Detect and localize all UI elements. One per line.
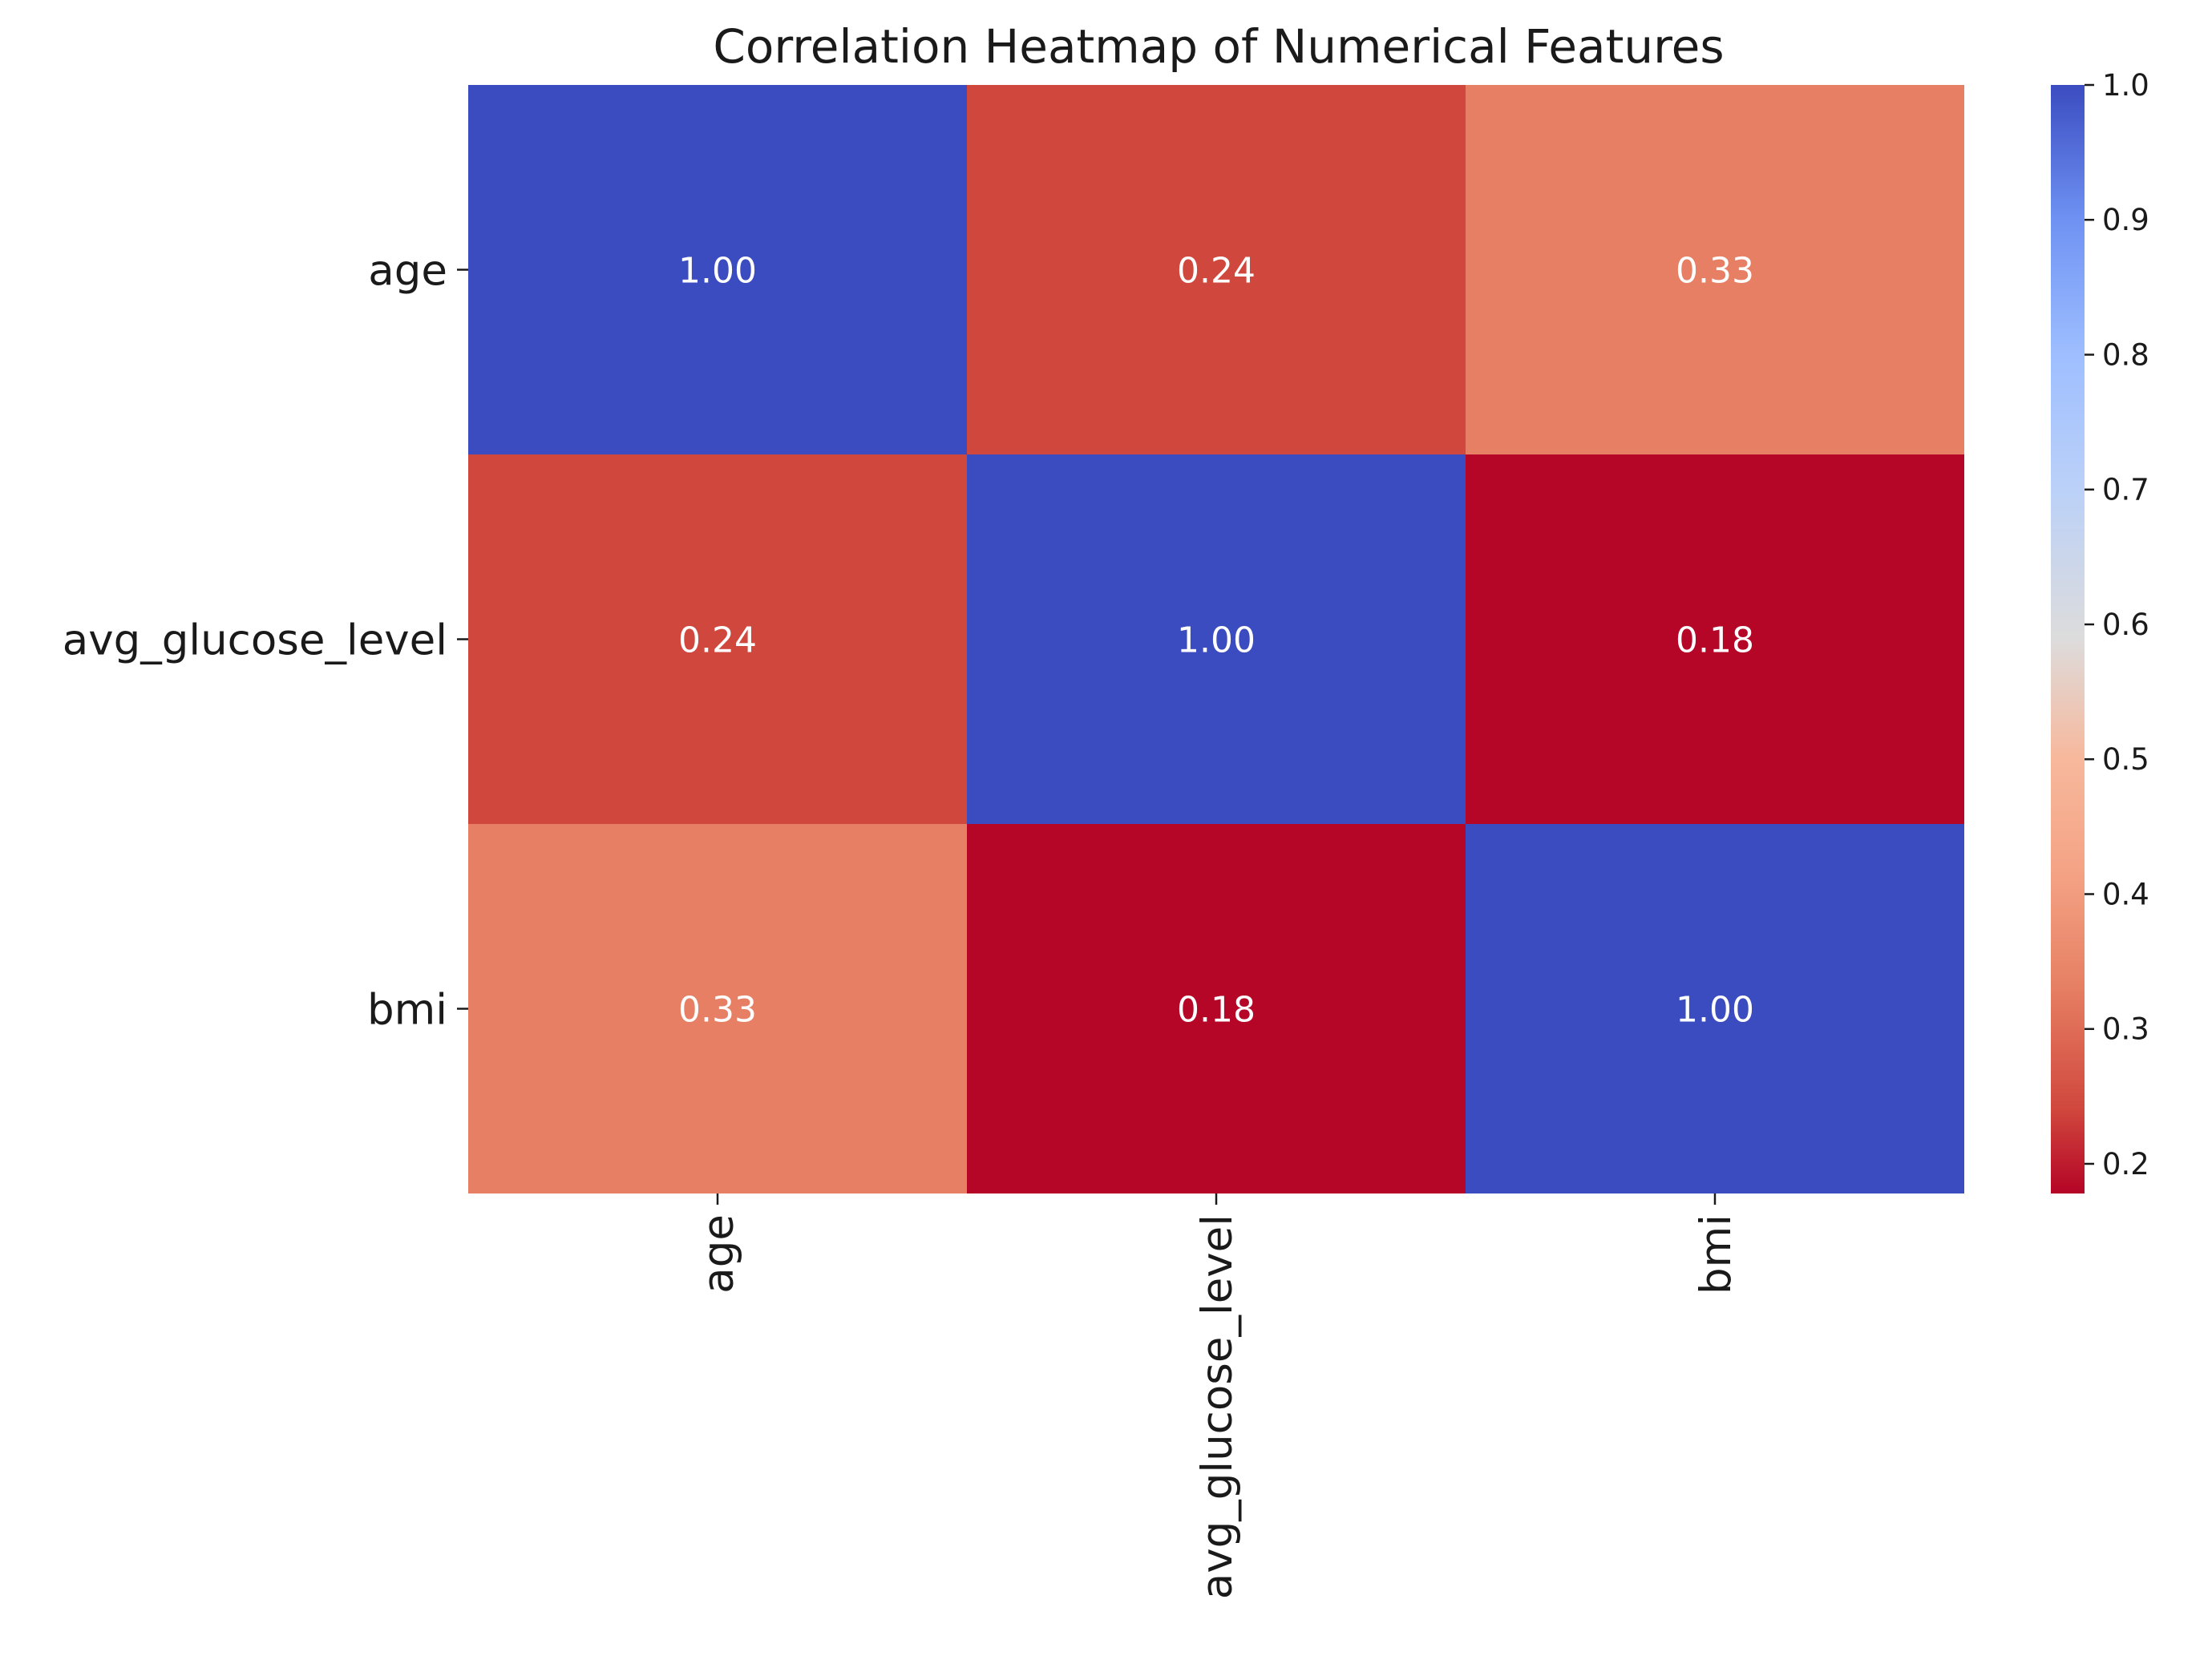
cell-value-label: 1.00 bbox=[1676, 990, 1754, 1031]
cell-value-label: 0.33 bbox=[1676, 251, 1754, 292]
heatmap-cell bbox=[967, 85, 1466, 454]
cell-value-label: 1.00 bbox=[678, 251, 757, 292]
colorbar-tick-label: 0.8 bbox=[2102, 337, 2149, 372]
colorbar-tick-label: 0.2 bbox=[2102, 1147, 2149, 1181]
heatmap-cell bbox=[468, 824, 967, 1193]
colorbar-tick-label: 1.0 bbox=[2102, 68, 2149, 103]
heatmap-cell bbox=[1466, 454, 1964, 824]
y-tick-label: avg_glucose_level bbox=[63, 616, 447, 665]
cell-value-label: 1.00 bbox=[1177, 620, 1256, 661]
colorbar: 0.2 0.3 0.4 0.5 0.6 0.7 0.8 0.9 1.0 bbox=[2051, 68, 2149, 1193]
x-axis: age avg_glucose_level bmi bbox=[694, 1193, 1741, 1599]
colorbar-gradient bbox=[2051, 85, 2085, 1193]
chart-title: Correlation Heatmap of Numerical Feature… bbox=[713, 19, 1724, 74]
heatmap-cell bbox=[1466, 824, 1964, 1193]
x-tick-label: bmi bbox=[1692, 1214, 1741, 1294]
heatmap-cell bbox=[967, 454, 1466, 824]
y-tick-label: age bbox=[368, 247, 447, 296]
heatmap-cells: 1.00 0.24 0.33 0.24 1.00 0.18 0.33 0.18 1.00 bbox=[468, 85, 1964, 1193]
cell-value-label: 0.18 bbox=[1676, 620, 1754, 661]
heatmap-cell bbox=[468, 454, 967, 824]
cell-value-label: 0.24 bbox=[678, 620, 757, 661]
heatmap-cell bbox=[1466, 85, 1964, 454]
heatmap-cell bbox=[468, 85, 967, 454]
cell-value-label: 0.24 bbox=[1177, 251, 1256, 292]
colorbar-tick-label: 0.6 bbox=[2102, 608, 2149, 642]
x-tick-label: avg_glucose_level bbox=[1193, 1214, 1242, 1599]
cell-value-label: 0.33 bbox=[678, 990, 757, 1031]
colorbar-tick-label: 0.4 bbox=[2102, 877, 2149, 911]
colorbar-tick-label: 0.5 bbox=[2102, 742, 2149, 777]
colorbar-tick-label: 0.3 bbox=[2102, 1012, 2149, 1047]
colorbar-tick-label: 0.7 bbox=[2102, 473, 2149, 507]
cell-value-label: 0.18 bbox=[1177, 990, 1256, 1031]
x-tick-label: age bbox=[694, 1214, 743, 1294]
heatmap-cell bbox=[967, 824, 1466, 1193]
colorbar-tick-label: 0.9 bbox=[2102, 203, 2149, 237]
y-tick-label: bmi bbox=[367, 986, 447, 1035]
